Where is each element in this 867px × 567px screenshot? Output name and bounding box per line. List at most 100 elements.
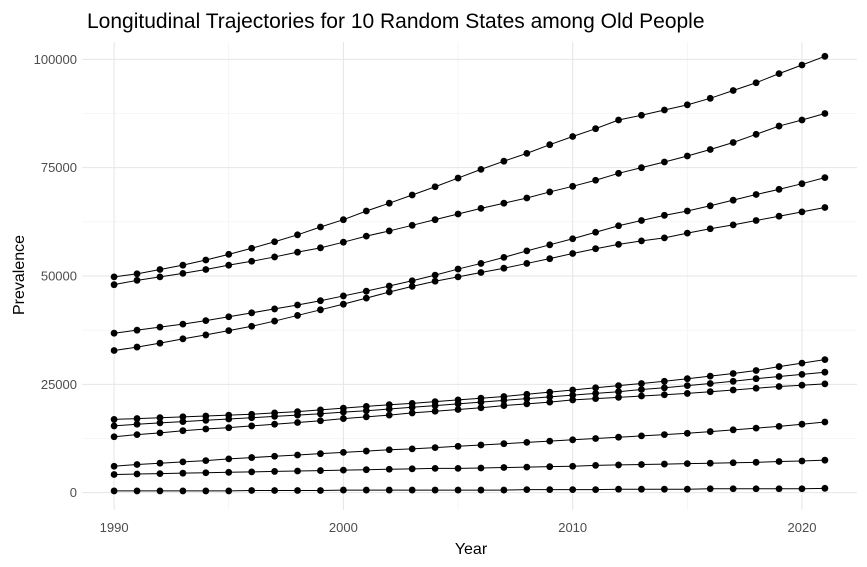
data-point bbox=[775, 383, 783, 390]
data-point bbox=[638, 380, 645, 387]
data-point bbox=[729, 485, 737, 493]
data-point bbox=[821, 52, 829, 60]
data-point bbox=[408, 409, 416, 417]
data-point bbox=[179, 458, 187, 466]
data-point bbox=[339, 300, 347, 308]
data-point bbox=[546, 241, 554, 249]
data-point bbox=[500, 157, 508, 165]
data-point bbox=[615, 169, 622, 177]
data-point bbox=[798, 208, 806, 216]
series-state-9 bbox=[110, 456, 829, 478]
data-point bbox=[317, 244, 324, 252]
data-point bbox=[362, 466, 370, 474]
data-point bbox=[729, 377, 737, 385]
data-point bbox=[546, 255, 554, 263]
data-point bbox=[775, 373, 783, 380]
data-point bbox=[638, 485, 645, 493]
data-point bbox=[523, 463, 531, 471]
x-tick-label: 2020 bbox=[788, 520, 817, 535]
data-point bbox=[271, 452, 278, 460]
data-point bbox=[271, 487, 278, 494]
data-point bbox=[661, 211, 668, 219]
data-point bbox=[362, 294, 370, 302]
data-point bbox=[454, 465, 462, 472]
series-line bbox=[114, 113, 826, 286]
data-point bbox=[156, 273, 164, 281]
series-line bbox=[114, 459, 825, 475]
data-point bbox=[752, 424, 760, 432]
data-point bbox=[339, 238, 347, 246]
data-point bbox=[317, 417, 324, 425]
data-point bbox=[683, 207, 691, 215]
data-point bbox=[523, 247, 531, 255]
data-point bbox=[431, 444, 439, 451]
data-point bbox=[615, 393, 622, 401]
data-point bbox=[110, 273, 118, 281]
data-point bbox=[638, 461, 645, 468]
data-point bbox=[775, 185, 783, 193]
data-point bbox=[110, 471, 118, 478]
data-point bbox=[294, 487, 301, 494]
data-point bbox=[546, 463, 554, 471]
data-point bbox=[615, 116, 622, 124]
data-point bbox=[317, 467, 324, 474]
data-point bbox=[706, 94, 714, 102]
data-point bbox=[500, 402, 508, 409]
data-point bbox=[798, 370, 806, 378]
x-tick-label: 2010 bbox=[558, 520, 587, 535]
data-point bbox=[752, 191, 760, 198]
data-point bbox=[133, 276, 141, 284]
data-point bbox=[454, 442, 462, 450]
y-axis-label: Prevalence bbox=[11, 235, 28, 315]
y-tick-label: 100000 bbox=[34, 52, 77, 67]
data-point bbox=[546, 398, 554, 406]
data-point bbox=[294, 419, 301, 426]
data-point bbox=[821, 356, 829, 364]
data-point bbox=[156, 470, 164, 477]
data-point bbox=[156, 339, 164, 347]
data-point bbox=[661, 460, 668, 468]
data-point bbox=[729, 196, 737, 204]
data-point bbox=[477, 404, 485, 412]
data-point bbox=[110, 433, 118, 441]
data-point bbox=[638, 111, 645, 119]
data-point bbox=[683, 152, 691, 160]
data-point bbox=[362, 232, 370, 240]
data-point bbox=[729, 386, 737, 394]
data-point bbox=[294, 231, 301, 239]
data-point bbox=[798, 420, 806, 428]
data-point bbox=[706, 380, 714, 387]
data-point bbox=[821, 368, 829, 376]
data-point bbox=[248, 257, 256, 265]
data-point bbox=[661, 384, 668, 392]
data-point bbox=[592, 486, 600, 494]
data-point bbox=[248, 487, 256, 494]
data-point bbox=[317, 297, 324, 305]
data-point bbox=[362, 413, 370, 421]
data-point bbox=[110, 416, 118, 423]
data-point bbox=[248, 454, 256, 461]
data-point bbox=[225, 313, 233, 321]
data-point bbox=[592, 435, 600, 442]
data-point bbox=[385, 288, 393, 296]
data-point bbox=[133, 270, 141, 278]
data-point bbox=[408, 445, 416, 453]
data-point bbox=[821, 484, 829, 492]
data-point bbox=[775, 122, 783, 130]
data-point bbox=[271, 317, 278, 325]
data-point bbox=[775, 363, 783, 370]
data-point bbox=[683, 429, 691, 437]
data-point bbox=[706, 485, 714, 493]
data-point bbox=[569, 436, 577, 444]
data-point bbox=[385, 282, 393, 290]
data-point bbox=[156, 459, 164, 467]
data-point bbox=[179, 469, 187, 477]
data-point bbox=[385, 446, 393, 454]
data-point bbox=[752, 384, 760, 392]
data-point bbox=[385, 405, 393, 413]
data-point bbox=[477, 398, 485, 406]
data-point bbox=[156, 419, 164, 427]
data-point bbox=[592, 461, 600, 469]
data-point bbox=[569, 250, 577, 257]
data-point bbox=[294, 451, 301, 459]
